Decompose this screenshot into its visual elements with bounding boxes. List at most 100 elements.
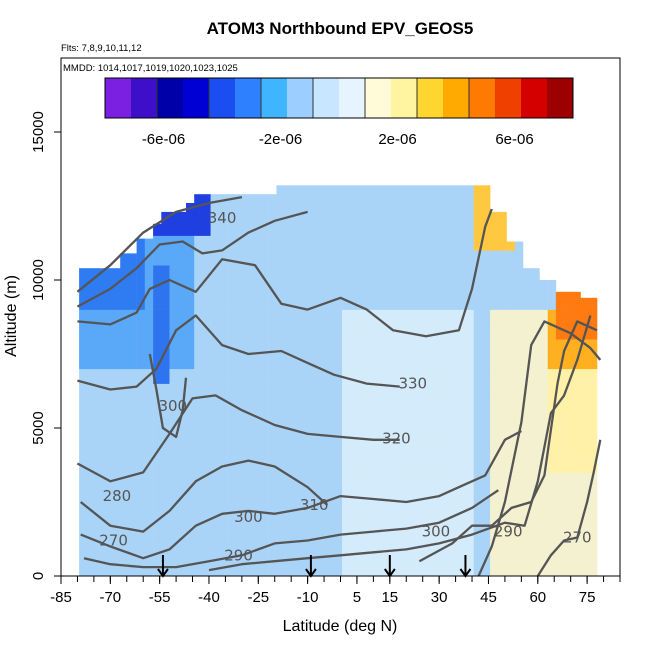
heatmap-cell [588, 383, 598, 399]
heatmap-cell [383, 235, 392, 251]
heatmap-cell [383, 398, 392, 414]
heatmap-cell [169, 546, 178, 562]
heatmap-cell [350, 368, 359, 384]
heatmap-cell [399, 472, 409, 488]
heatmap-cell [490, 250, 499, 266]
heatmap-cell [251, 339, 261, 355]
heatmap-cell [407, 324, 417, 340]
heatmap-cell [333, 280, 343, 296]
heatmap-cell [136, 457, 146, 473]
heatmap-cell [243, 265, 252, 281]
heatmap-cell [120, 516, 129, 532]
heatmap-cell [440, 220, 450, 236]
heatmap-cell [259, 250, 269, 266]
heatmap-cell [473, 206, 483, 222]
heatmap-cell [243, 324, 252, 340]
heatmap-cell [301, 265, 310, 281]
heatmap-cell [465, 383, 474, 399]
heatmap-cell [580, 368, 589, 384]
heatmap-cell [440, 516, 450, 532]
heatmap-cell [580, 457, 589, 473]
heatmap-cell [153, 472, 162, 488]
heatmap-cell [325, 487, 335, 503]
heatmap-cell [383, 546, 392, 562]
heatmap-cell [465, 309, 474, 325]
heatmap-cell [259, 309, 269, 325]
heatmap-cell [514, 457, 524, 473]
heatmap-cell [432, 428, 442, 444]
heatmap-cell [227, 546, 236, 562]
heatmap-cell [481, 324, 491, 340]
heatmap-cell [79, 339, 88, 355]
heatmap-cell [555, 561, 565, 577]
heatmap-cell [292, 250, 302, 266]
heatmap-cell [498, 561, 507, 577]
heatmap-cell [325, 309, 335, 325]
heatmap-cell [161, 531, 170, 547]
heatmap-cell [440, 428, 450, 444]
heatmap-cell [268, 487, 277, 503]
heatmap-cell [449, 280, 458, 296]
heatmap-cell [95, 413, 104, 429]
heatmap-cell [87, 354, 96, 370]
heatmap-cell [144, 472, 154, 488]
heatmap-cell [227, 250, 236, 266]
heatmap-cell [531, 428, 540, 444]
heatmap-cell [523, 309, 532, 325]
heatmap-cell [342, 472, 351, 488]
heatmap-cell [473, 428, 483, 444]
heatmap-cell [424, 368, 433, 384]
heatmap-cell [186, 309, 195, 325]
heatmap-cell [391, 442, 400, 458]
heatmap-cell [572, 339, 581, 355]
heatmap-cell [218, 502, 228, 518]
heatmap-cell [547, 487, 557, 503]
heatmap-cell [186, 220, 195, 236]
heatmap-cell [564, 309, 573, 325]
heatmap-cell [424, 265, 433, 281]
heatmap-cell [399, 531, 409, 547]
heatmap-cell [194, 502, 203, 518]
heatmap-cell [506, 368, 516, 384]
heatmap-cell [325, 502, 335, 518]
heatmap-cell [112, 339, 121, 355]
heatmap-cell [309, 487, 318, 503]
heatmap-cell [128, 383, 137, 399]
heatmap-cell [259, 339, 269, 355]
heatmap-cell [259, 280, 269, 296]
heatmap-cell [531, 294, 540, 310]
heatmap-cell [325, 339, 335, 355]
heatmap-cell [202, 442, 211, 458]
heatmap-cell [87, 516, 96, 532]
heatmap-cell [465, 413, 474, 429]
heatmap-cell [416, 531, 425, 547]
heatmap-cell [317, 280, 326, 296]
heatmap-cell [350, 457, 359, 473]
heatmap-cell [539, 280, 548, 296]
heatmap-cell [268, 194, 277, 207]
heatmap-cell [440, 206, 450, 222]
colorbar-segment [365, 78, 392, 118]
heatmap-cell [259, 368, 269, 384]
heatmap-cell [202, 294, 211, 310]
heatmap-cell [580, 309, 589, 325]
heatmap-cell [342, 502, 351, 518]
heatmap-cell [366, 280, 376, 296]
heatmap-cell [523, 487, 532, 503]
heatmap-cell [194, 354, 203, 370]
heatmap-cell [177, 457, 187, 473]
heatmap-cell [112, 457, 121, 473]
heatmap-cell [580, 472, 589, 488]
heatmap-cell [325, 220, 335, 236]
heatmap-cell [194, 383, 203, 399]
heatmap-cell [268, 546, 277, 562]
heatmap-cell [375, 206, 384, 222]
heatmap-cell [342, 206, 351, 222]
heatmap-cell [481, 398, 491, 414]
heatmap-cell [531, 368, 540, 384]
heatmap-cell [350, 309, 359, 325]
heatmap-cell [325, 531, 335, 547]
colorbar-segment [313, 78, 340, 118]
heatmap-cell [383, 185, 392, 192]
heatmap-cell [309, 354, 318, 370]
